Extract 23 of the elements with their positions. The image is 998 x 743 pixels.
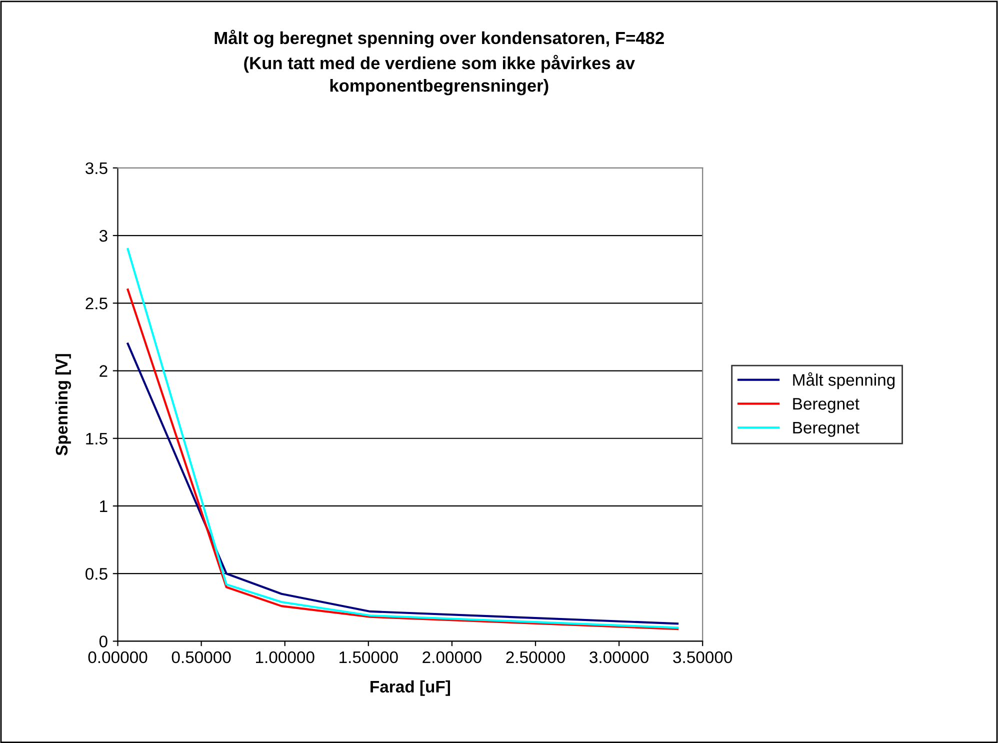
- x-axis-title: Farad [uF]: [370, 680, 450, 696]
- legend-label: Målt spenning: [793, 372, 895, 390]
- x-tick-label: 3.00000: [590, 651, 649, 664]
- x-tick-label: 1.00000: [256, 651, 314, 664]
- y-tick-label: 2.5: [86, 298, 108, 310]
- y-tick-label: 1.5: [86, 432, 108, 445]
- y-axis-title: Spenning [V]: [55, 354, 71, 456]
- chart-title: Målt og beregnet spenning over kondensatoren, F=482 (Kun tatt med de verdiene som ikke påvirkes av komponentbegrensninger): [214, 30, 664, 96]
- x-tick-label: 0.50000: [172, 651, 231, 664]
- x-tick-label: 2.00000: [422, 651, 482, 664]
- x-tick-label: 1.50000: [340, 651, 398, 664]
- y-tick-label: 0: [99, 636, 108, 648]
- line-series: [126, 342, 679, 625]
- legend-label: Beregnet: [793, 398, 860, 414]
- y-tick-label: 0.5: [86, 568, 108, 580]
- y-tick-label: 1: [100, 500, 108, 512]
- x-tick-label: 3.50000: [673, 651, 732, 664]
- y-tick-label: 2: [100, 365, 108, 377]
- legend-label: Beregnet: [793, 422, 860, 437]
- y-tick-label: 3.5: [86, 162, 108, 174]
- x-tick-label: 0.00000: [88, 651, 148, 664]
- y-tick-label: 3: [99, 230, 108, 242]
- x-tick-label: 2.50000: [506, 651, 565, 664]
